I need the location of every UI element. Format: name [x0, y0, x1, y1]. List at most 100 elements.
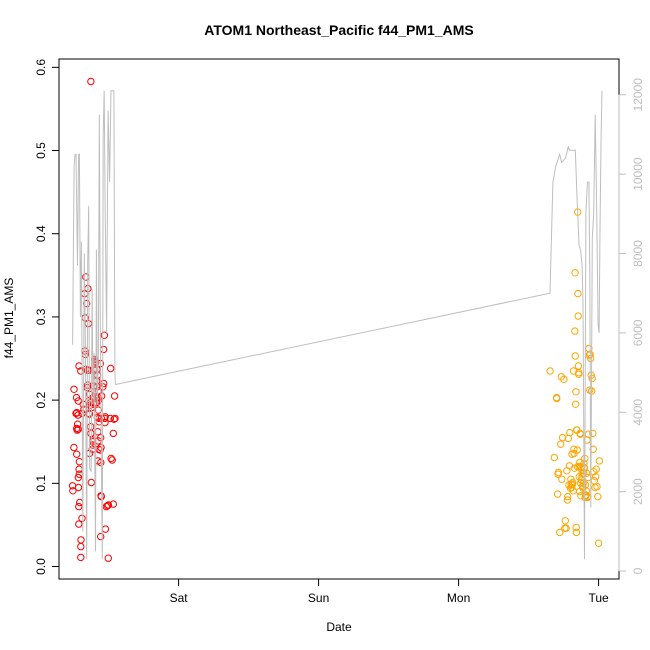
data-point-orange: [574, 312, 582, 320]
right-tick-label: 12000: [631, 78, 645, 112]
data-point-orange: [569, 367, 578, 375]
data-point-red: [87, 423, 95, 431]
x-tick-label: Mon: [447, 591, 470, 605]
data-point-red: [87, 77, 95, 86]
data-point-red: [110, 415, 118, 423]
data-point-red: [74, 473, 83, 482]
altitude-line: [72, 90, 603, 560]
data-point-red: [73, 450, 81, 458]
data-point-red: [75, 520, 83, 528]
data-point-orange: [556, 528, 564, 537]
data-point-red: [78, 514, 86, 522]
data-point-red: [100, 331, 109, 339]
data-point-red: [74, 425, 83, 433]
data-point-red: [101, 413, 109, 421]
plot-area: [68, 77, 604, 562]
data-point-orange: [571, 352, 579, 360]
x-axis-label: Date: [326, 620, 352, 634]
data-point-orange: [589, 445, 597, 453]
data-point-orange: [570, 445, 578, 453]
data-point-orange: [550, 453, 559, 462]
y-axis-label: f44_PM1_AMS: [2, 278, 16, 359]
data-point-orange: [592, 473, 600, 481]
right-tick-label: 6000: [631, 319, 645, 346]
data-point-orange: [572, 388, 580, 396]
data-point-red: [75, 458, 84, 466]
data-point-orange: [572, 528, 581, 537]
left-y-axis: 0.0 0.1 0.2 0.3 0.4 0.5 0.6: [34, 59, 60, 575]
data-point-orange: [585, 344, 593, 353]
data-point-red: [77, 553, 85, 562]
data-point-red: [77, 536, 85, 544]
data-point-orange: [557, 373, 565, 381]
data-point-red: [84, 319, 93, 328]
data-point-red: [87, 478, 96, 487]
data-point-red: [96, 446, 104, 454]
data-point-orange: [593, 482, 601, 491]
chart-title: ATOM1 Northeast_Pacific f44_PM1_AMS: [204, 22, 473, 38]
right-tick-label: 2000: [631, 478, 645, 505]
data-point-orange: [554, 468, 563, 477]
data-point-red: [107, 454, 115, 463]
data-point-red: [101, 418, 109, 427]
data-point-red: [73, 426, 81, 434]
data-point-orange: [574, 362, 583, 370]
data-point-red: [97, 458, 105, 467]
data-point-red: [102, 502, 111, 511]
left-tick-label: 0.4: [34, 225, 48, 242]
data-point-orange: [572, 523, 580, 532]
data-point-red: [99, 345, 108, 354]
data-point-orange: [589, 429, 597, 438]
left-tick-label: 0.2: [34, 391, 48, 408]
data-point-orange: [585, 351, 593, 359]
data-point-red: [109, 500, 118, 508]
data-point-red: [106, 414, 115, 423]
left-tick-label: 0.0: [34, 558, 48, 575]
data-point-orange: [560, 375, 568, 383]
plot-frame: [58, 58, 620, 580]
data-point-orange: [553, 394, 561, 403]
data-point-orange: [587, 354, 595, 363]
data-point-orange: [558, 433, 567, 442]
data-point-red: [111, 414, 119, 423]
x-tick-label: Sun: [308, 591, 329, 605]
data-point-orange: [564, 492, 572, 501]
data-point-orange: [566, 428, 574, 437]
data-point-red: [75, 502, 83, 511]
data-point-orange: [576, 458, 584, 467]
data-point-orange: [594, 539, 603, 547]
data-point-orange: [571, 400, 580, 408]
data-point-orange: [546, 367, 554, 375]
right-tick-label: 4000: [631, 399, 645, 426]
data-point-red: [76, 498, 84, 507]
right-tick-label: 0: [631, 567, 645, 574]
data-point-red: [70, 443, 78, 452]
right-tick-label: 10000: [631, 157, 645, 191]
data-point-orange: [592, 465, 600, 473]
left-tick-label: 0.3: [34, 308, 48, 325]
data-point-red: [97, 492, 105, 500]
x-tick-label: Tue: [588, 591, 609, 605]
data-point-orange: [569, 478, 577, 487]
data-point-red: [73, 408, 81, 417]
data-point-orange: [571, 327, 579, 335]
data-point-orange: [579, 479, 587, 487]
data-point-red: [83, 299, 91, 308]
data-point-orange: [573, 446, 581, 454]
data-point-orange: [588, 374, 596, 383]
left-tick-label: 0.1: [34, 475, 48, 492]
data-point-orange: [574, 289, 582, 298]
data-point-red: [97, 532, 105, 541]
data-point-red: [77, 542, 85, 551]
data-point-red: [107, 364, 115, 373]
data-point-orange: [571, 269, 579, 277]
data-point-orange: [575, 369, 583, 377]
data-point-red: [101, 525, 110, 533]
data-point-orange: [553, 490, 562, 498]
data-point-orange: [557, 440, 565, 448]
data-point-orange: [582, 469, 591, 477]
data-point-orange: [558, 475, 566, 483]
data-point-red: [108, 456, 116, 464]
x-axis: Sat Sun Mon Tue: [170, 578, 609, 605]
